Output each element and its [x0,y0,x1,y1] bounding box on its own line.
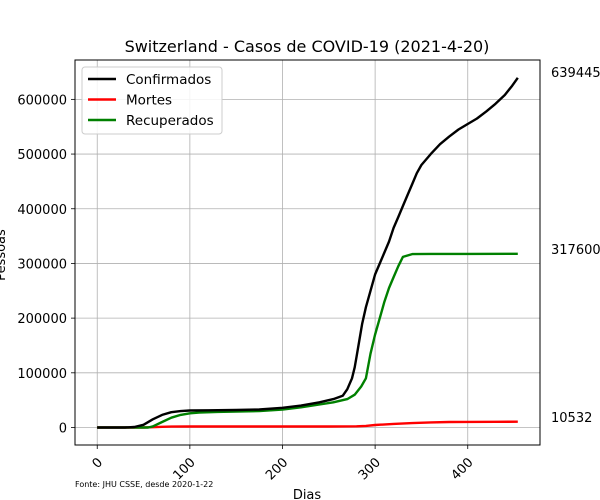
x-axis-label: Dias [293,488,322,500]
y-tick-label: 200000 [17,312,67,327]
series-line-confirmados [97,77,519,429]
y-tick-label: 300000 [17,257,67,272]
y-tick-label: 100000 [17,367,67,382]
end-label-recuperados: 317600 [551,243,600,258]
y-axis-label: Pessoas [0,229,9,281]
end-label-mortes: 10532 [551,411,592,426]
series-line-mortes [97,420,518,429]
legend-label-mortes: Mortes [126,93,172,109]
y-tick-label: 600000 [17,93,67,108]
series-lines [97,77,519,429]
y-tick-label: 400000 [17,203,67,218]
end-labels: 639445 10532 317600 [551,66,600,426]
legend-box [81,66,223,135]
end-label-confirmados: 639445 [551,66,600,81]
series-line-recuperados [97,252,518,429]
plot-frame [74,59,541,446]
y-tick-label: 0 [59,422,67,437]
chart-title: Switzerland - Casos de COVID-19 (2021-4-… [125,37,490,56]
y-tick-label: 500000 [17,148,67,163]
legend-label-confirmados: Confirmados [126,72,211,88]
grid-lines [75,60,540,445]
legend: Confirmados Mortes Recuperados [81,66,223,135]
legend-label-recuperados: Recuperados [126,113,214,129]
source-note: Fonte: JHU CSSE, desde 2020-1-22 [75,480,213,489]
